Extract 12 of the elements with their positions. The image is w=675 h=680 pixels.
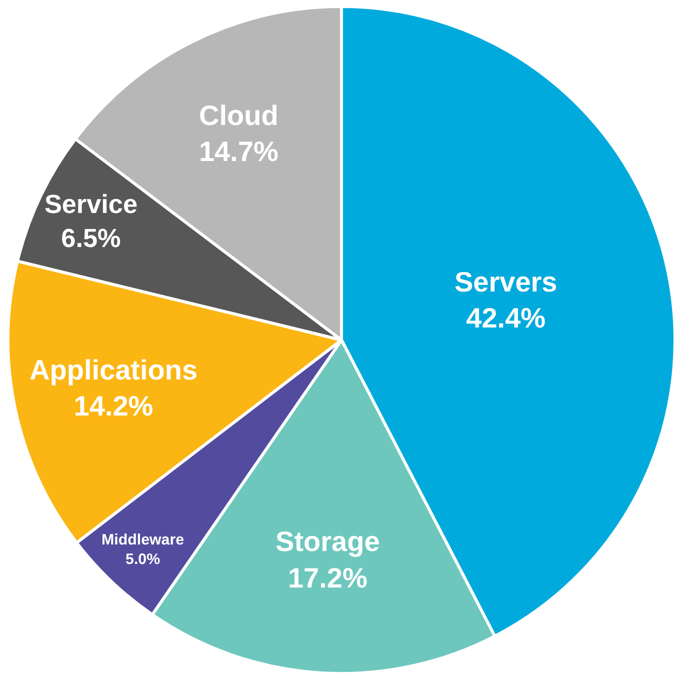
slice-label: Service	[44, 189, 138, 220]
data-label: 42.4%	[466, 302, 546, 334]
slice-label: Servers	[454, 266, 558, 298]
data-label: 5.0%	[126, 550, 161, 568]
data-label: 14.2%	[74, 390, 154, 422]
slice-label: Cloud	[199, 100, 278, 131]
slice-label: Middleware	[102, 531, 184, 548]
data-label: 14.7%	[198, 136, 278, 168]
data-label: 17.2%	[288, 562, 368, 594]
slice-label: Storage	[276, 526, 380, 558]
data-label: 6.5%	[61, 223, 121, 254]
slice-label: Applications	[30, 354, 198, 386]
